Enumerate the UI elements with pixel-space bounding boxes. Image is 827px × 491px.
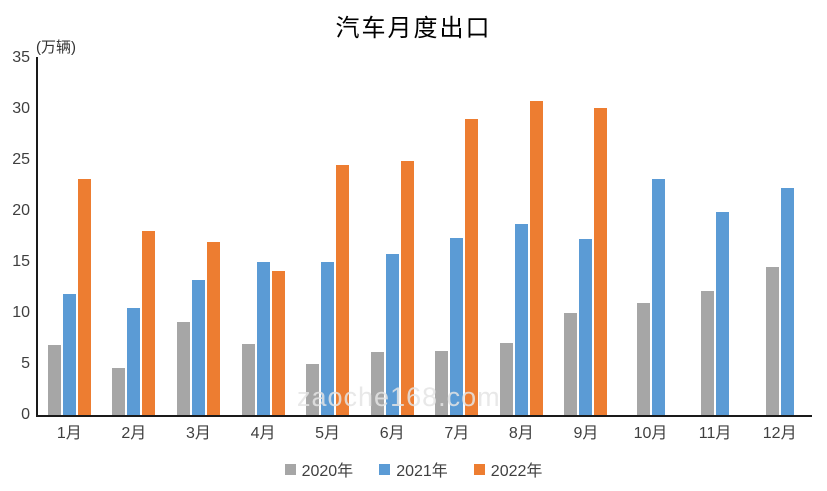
y-tick-label: 0: [21, 406, 30, 423]
bar-2020年-9月: [564, 313, 578, 415]
legend-swatch-icon: [473, 463, 485, 475]
bar-2021年-9月: [579, 238, 593, 415]
bar-2020年-5月: [306, 364, 320, 415]
x-tick-label: 1月: [56, 425, 82, 442]
legend: 2020年 2021年 2022年: [0, 457, 827, 481]
bar-2021年-4月: [256, 262, 270, 415]
bar-2020年-4月: [241, 343, 255, 415]
y-tick-label: 5: [21, 355, 30, 372]
legend-label: 2022年: [490, 463, 543, 480]
bar-2021年-10月: [651, 179, 665, 415]
bar-2020年-1月: [47, 344, 61, 415]
bar-2022年-5月: [336, 165, 350, 415]
bar-2020年-3月: [176, 322, 190, 415]
bar-2021年-5月: [321, 262, 335, 415]
y-axis-unit-label: (万辆): [36, 39, 76, 56]
chart-title: 汽车月度出口: [335, 16, 492, 42]
bar-2020年-6月: [370, 351, 384, 415]
x-tick-label: 6月: [379, 425, 405, 442]
x-tick-label: 2月: [121, 425, 147, 442]
legend-item-2021年: 2021年: [379, 457, 448, 481]
y-tick-label: 35: [12, 49, 30, 66]
bar-2021年-7月: [450, 237, 464, 415]
y-tick-label: 10: [12, 304, 30, 321]
x-tick-label: 4月: [250, 425, 276, 442]
legend-swatch-icon: [284, 463, 296, 475]
bar-2022年-8月: [529, 100, 543, 415]
bar-2020年-12月: [765, 267, 779, 415]
legend-label: 2021年: [396, 463, 448, 480]
legend-item-2022年: 2022年: [473, 457, 543, 481]
bar-2021年-8月: [514, 224, 528, 415]
x-tick-label: 12月: [762, 425, 797, 442]
x-tick-label: 8月: [508, 425, 534, 442]
x-tick-label: 11月: [698, 425, 732, 442]
bar-2020年-11月: [701, 290, 715, 415]
x-tick-label: 3月: [185, 425, 211, 442]
bar-2022年-9月: [594, 107, 608, 415]
x-tick-label: 7月: [444, 425, 470, 442]
y-tick-label: 20: [12, 202, 30, 219]
y-tick-label: 30: [12, 100, 30, 117]
bar-2022年-6月: [400, 161, 414, 415]
x-tick-label: 10月: [633, 425, 668, 442]
legend-item-2020年: 2020年: [284, 457, 354, 481]
y-axis-line: [36, 57, 38, 416]
y-tick-label: 15: [12, 253, 30, 270]
bar-2021年-2月: [127, 307, 141, 415]
bar-2022年-7月: [465, 119, 479, 415]
x-tick-label: 9月: [573, 425, 599, 442]
legend-label: 2020年: [301, 463, 354, 480]
legend-swatch-icon: [379, 463, 391, 475]
bar-2022年-2月: [142, 231, 156, 415]
bar-2020年-10月: [636, 302, 650, 415]
x-axis-line: [36, 415, 812, 417]
bar-2021年-11月: [716, 212, 730, 415]
bar-2021年-12月: [780, 187, 794, 415]
x-tick-label: 5月: [315, 425, 341, 442]
bar-2021年-1月: [62, 293, 76, 415]
bar-2020年-7月: [435, 350, 449, 415]
bar-2020年-2月: [112, 368, 126, 415]
bar-2020年-8月: [499, 342, 513, 415]
bar-2021年-3月: [191, 280, 205, 415]
y-tick-label: 25: [12, 151, 30, 168]
bar-2021年-6月: [385, 253, 399, 415]
bar-2022年-4月: [271, 271, 285, 415]
watermark-text: zaoche168.com: [297, 382, 501, 412]
bar-2022年-1月: [77, 179, 91, 415]
bar-2022年-3月: [206, 241, 220, 415]
